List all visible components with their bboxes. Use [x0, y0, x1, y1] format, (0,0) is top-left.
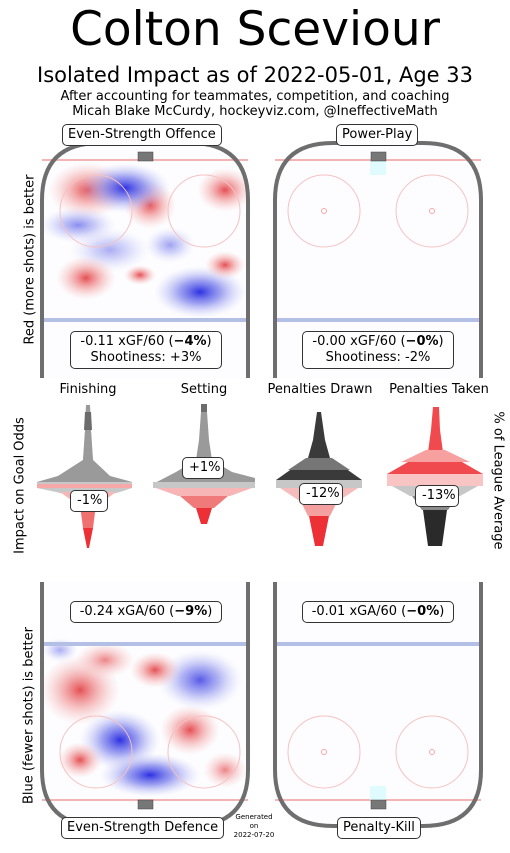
- generated-line2: on: [249, 822, 259, 830]
- violin-header-penalties-taken: Penalties Taken: [389, 382, 489, 397]
- penalty-kill-rink: [273, 582, 483, 828]
- ev-offence-rink: [40, 141, 250, 378]
- offence-side-label: Red (more shots) is better: [22, 174, 38, 345]
- penalty-kill-xg-close: ): [439, 604, 445, 619]
- ev-defence-xg-value: -0.24 xGA/60 (: [79, 604, 175, 619]
- ev-offence-xg-pct: −4%: [173, 334, 207, 349]
- generated-date: 2022-07-20: [233, 831, 275, 839]
- method-note: After accounting for teammates, competit…: [60, 89, 450, 104]
- violin-penalties-taken: [387, 407, 483, 546]
- author-credit: Micah Blake McCurdy, hockeyviz.com, @Ine…: [72, 104, 438, 119]
- generated-stamp: Generated on 2022-07-20: [226, 813, 282, 840]
- power-play-xg-close: ): [438, 334, 444, 349]
- violin-value-setting: +1%: [182, 457, 224, 479]
- violin-value-penalties-drawn: -12%: [299, 483, 343, 505]
- ev-defence-xg-close: ): [207, 604, 213, 619]
- league-average-side-label: % of League Average: [490, 411, 506, 550]
- violin-setting: [153, 404, 255, 524]
- ev-offence-stat-box: -0.11 xGF/60 (−4%) Shootiness: +3%: [70, 331, 222, 369]
- ev-defence-rink: [40, 582, 250, 828]
- violin-header-penalties-drawn: Penalties Drawn: [267, 382, 373, 397]
- ev-offence-xg-close: ): [206, 334, 212, 349]
- violin-header-setting: Setting: [180, 382, 228, 397]
- power-play-stat-box: -0.00 xGF/60 (−0%) Shootiness: -2%: [302, 331, 454, 369]
- generated-line1: Generated: [235, 813, 273, 821]
- violin-finishing: [37, 405, 132, 548]
- violin-value-penalties-taken: -13%: [415, 485, 459, 507]
- power-play-xg-pct: −0%: [405, 334, 439, 349]
- power-play-shootiness: Shootiness: -2%: [325, 350, 431, 365]
- ev-defence-xg-pct: −9%: [174, 604, 208, 619]
- ev-defence-label: Even-Strength Defence: [61, 817, 225, 839]
- defence-side-label: Blue (fewer shots) is better: [21, 627, 37, 804]
- ev-offence-shootiness: Shootiness: +3%: [90, 350, 202, 365]
- penalty-kill-stat-box: -0.01 xGA/60 (−0%): [302, 601, 454, 623]
- penalty-kill-xg: -0.01 xGA/60 (−0%): [309, 604, 447, 620]
- goal-odds-side-label: Impact on Goal Odds: [12, 417, 28, 554]
- penalty-kill-xg-pct: −0%: [406, 604, 440, 619]
- player-name: Colton Sceviour: [70, 2, 440, 57]
- chart-subtitle: Isolated Impact as of 2022-05-01, Age 33: [37, 63, 473, 87]
- penalty-kill-xg-value: -0.01 xGA/60 (: [311, 604, 407, 619]
- violin-penalties-drawn: [276, 412, 362, 546]
- ev-offence-xg: -0.11 xGF/60 (−4%): [77, 334, 215, 350]
- ev-defence-stat-box: -0.24 xGA/60 (−9%): [70, 601, 222, 623]
- power-play-xg: -0.00 xGF/60 (−0%): [309, 334, 447, 350]
- ev-offence-label: Even-Strength Offence: [62, 124, 222, 146]
- violin-header-finishing: Finishing: [59, 382, 117, 397]
- ev-defence-heatmap: [42, 638, 247, 797]
- power-play-label: Power-Play: [336, 124, 419, 146]
- violin-value-finishing: -1%: [70, 490, 108, 512]
- ev-defence-xg: -0.24 xGA/60 (−9%): [77, 604, 215, 620]
- power-play-xg-value: -0.00 xGF/60 (: [312, 334, 406, 349]
- ev-offence-xg-value: -0.11 xGF/60 (: [80, 334, 174, 349]
- penalty-kill-label: Penalty-Kill: [337, 817, 421, 839]
